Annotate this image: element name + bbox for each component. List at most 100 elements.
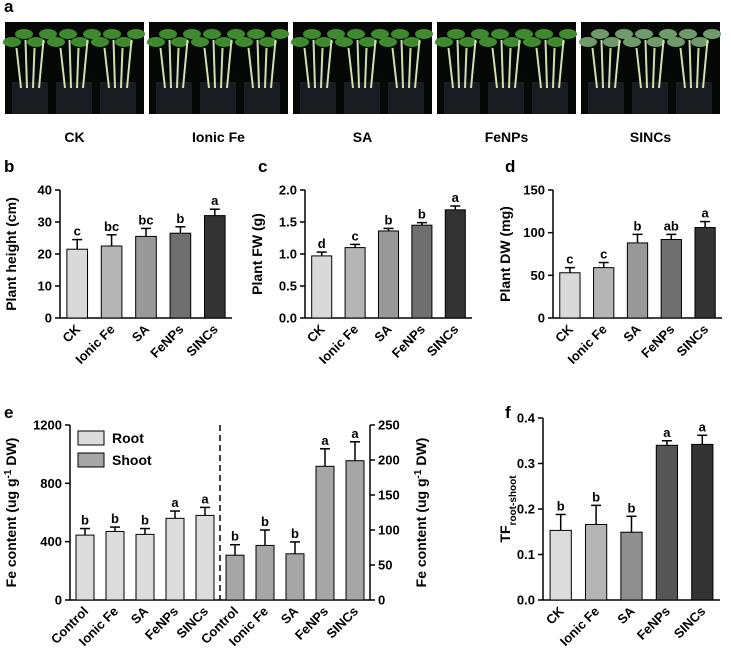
pot [488,82,524,114]
leaf [435,37,453,47]
panel-letter: a [4,0,14,16]
stem [256,39,260,89]
leaf [679,29,697,39]
stem [24,39,28,89]
y-tick-label: 0 [45,311,52,326]
stem [470,39,477,89]
bar [691,443,714,601]
bar [135,235,157,319]
y-tick-label: 150 [378,488,400,503]
leaf [203,29,221,39]
stem [264,47,268,89]
stem [500,39,504,89]
pot [444,82,480,114]
stem [464,47,468,89]
stem [658,39,665,89]
axis-title: Fe content (ug g-1 DW) [413,438,430,588]
axis-title-part: -1 [413,469,424,478]
y-tick-label: 2.0 [279,183,297,198]
x-tick-label: SA [614,603,638,627]
significance-letter: c [566,252,573,267]
stem [608,47,612,89]
x-tick-label: SINCs [674,322,712,360]
bar [344,247,366,319]
stem [552,47,556,89]
axis-title: Fe content (ug g-1 DW) [3,438,20,588]
significance-letter: c [351,228,358,243]
bar [584,523,608,601]
y-tick-label: 0.3 [517,456,535,471]
bar [444,209,466,319]
stem [38,39,45,89]
stem [414,39,421,89]
significance-letter: bc [138,212,153,227]
leaf [647,37,665,47]
significance-letter: a [171,495,179,510]
leaf [247,29,265,39]
leaf [471,29,489,39]
panel-letter: b [4,157,14,176]
significance-letter: b [592,489,600,504]
axis-title-part: root-shoot [508,475,519,526]
significance-letter: b [141,513,149,528]
bar [626,242,649,319]
significance-letter: b [634,218,642,233]
y-tick-label: 800 [40,476,62,491]
leaf [327,29,345,39]
significance-letter: bc [104,219,119,234]
stem [76,47,80,89]
leaf [227,29,245,39]
axis-title-part: -1 [3,469,14,478]
y-tick-label: 0.4 [517,411,536,426]
legend-label: Shoot [112,452,152,468]
x-tick-label: Ionic Fe [557,604,602,649]
photo [435,22,577,114]
stem [247,47,254,89]
y-tick-label: 1.0 [279,247,297,262]
bar [559,272,581,319]
significance-letter: b [557,498,565,513]
y-tick-label: 0 [55,593,62,608]
pot [676,82,712,114]
pot [156,82,192,114]
leaf [291,37,309,47]
stem [176,47,180,89]
leaf [115,37,133,47]
pot [532,82,568,114]
photo-caption: SA [353,129,372,145]
leaf [391,29,409,39]
leaf [3,37,21,47]
leaf [491,29,509,39]
leaf [447,29,465,39]
pot [300,82,336,114]
significance-letter: b [418,207,426,222]
significance-letter: b [231,529,239,544]
bar [311,255,333,319]
stem [68,39,72,89]
x-tick-label: SA [128,603,152,627]
x-tick-label: FeNPs [292,604,331,643]
leaf [667,37,685,47]
x-tick-label: FeNPs [142,604,181,643]
stem [347,47,354,89]
y-tick-label: 150 [523,183,545,198]
stem [702,39,709,89]
photo [291,22,433,114]
y-tick-label: 0 [378,593,385,608]
x-tick-label: FeNPs [638,322,677,361]
panel-letter: c [258,157,267,176]
bar [105,530,125,601]
stem [168,39,172,89]
leaf [623,37,641,47]
y-tick-label: 0.0 [517,593,535,608]
axis-title-part: DW) [413,438,429,470]
leaf [147,37,165,47]
panel-letter: e [4,403,13,422]
bar [255,544,275,601]
leaf [347,29,365,39]
axis-title-part: Fe content (ug g [413,478,429,587]
leaf [635,29,653,39]
leaf [15,29,33,39]
significance-letter: d [318,236,326,251]
panel-letter: d [505,157,515,176]
